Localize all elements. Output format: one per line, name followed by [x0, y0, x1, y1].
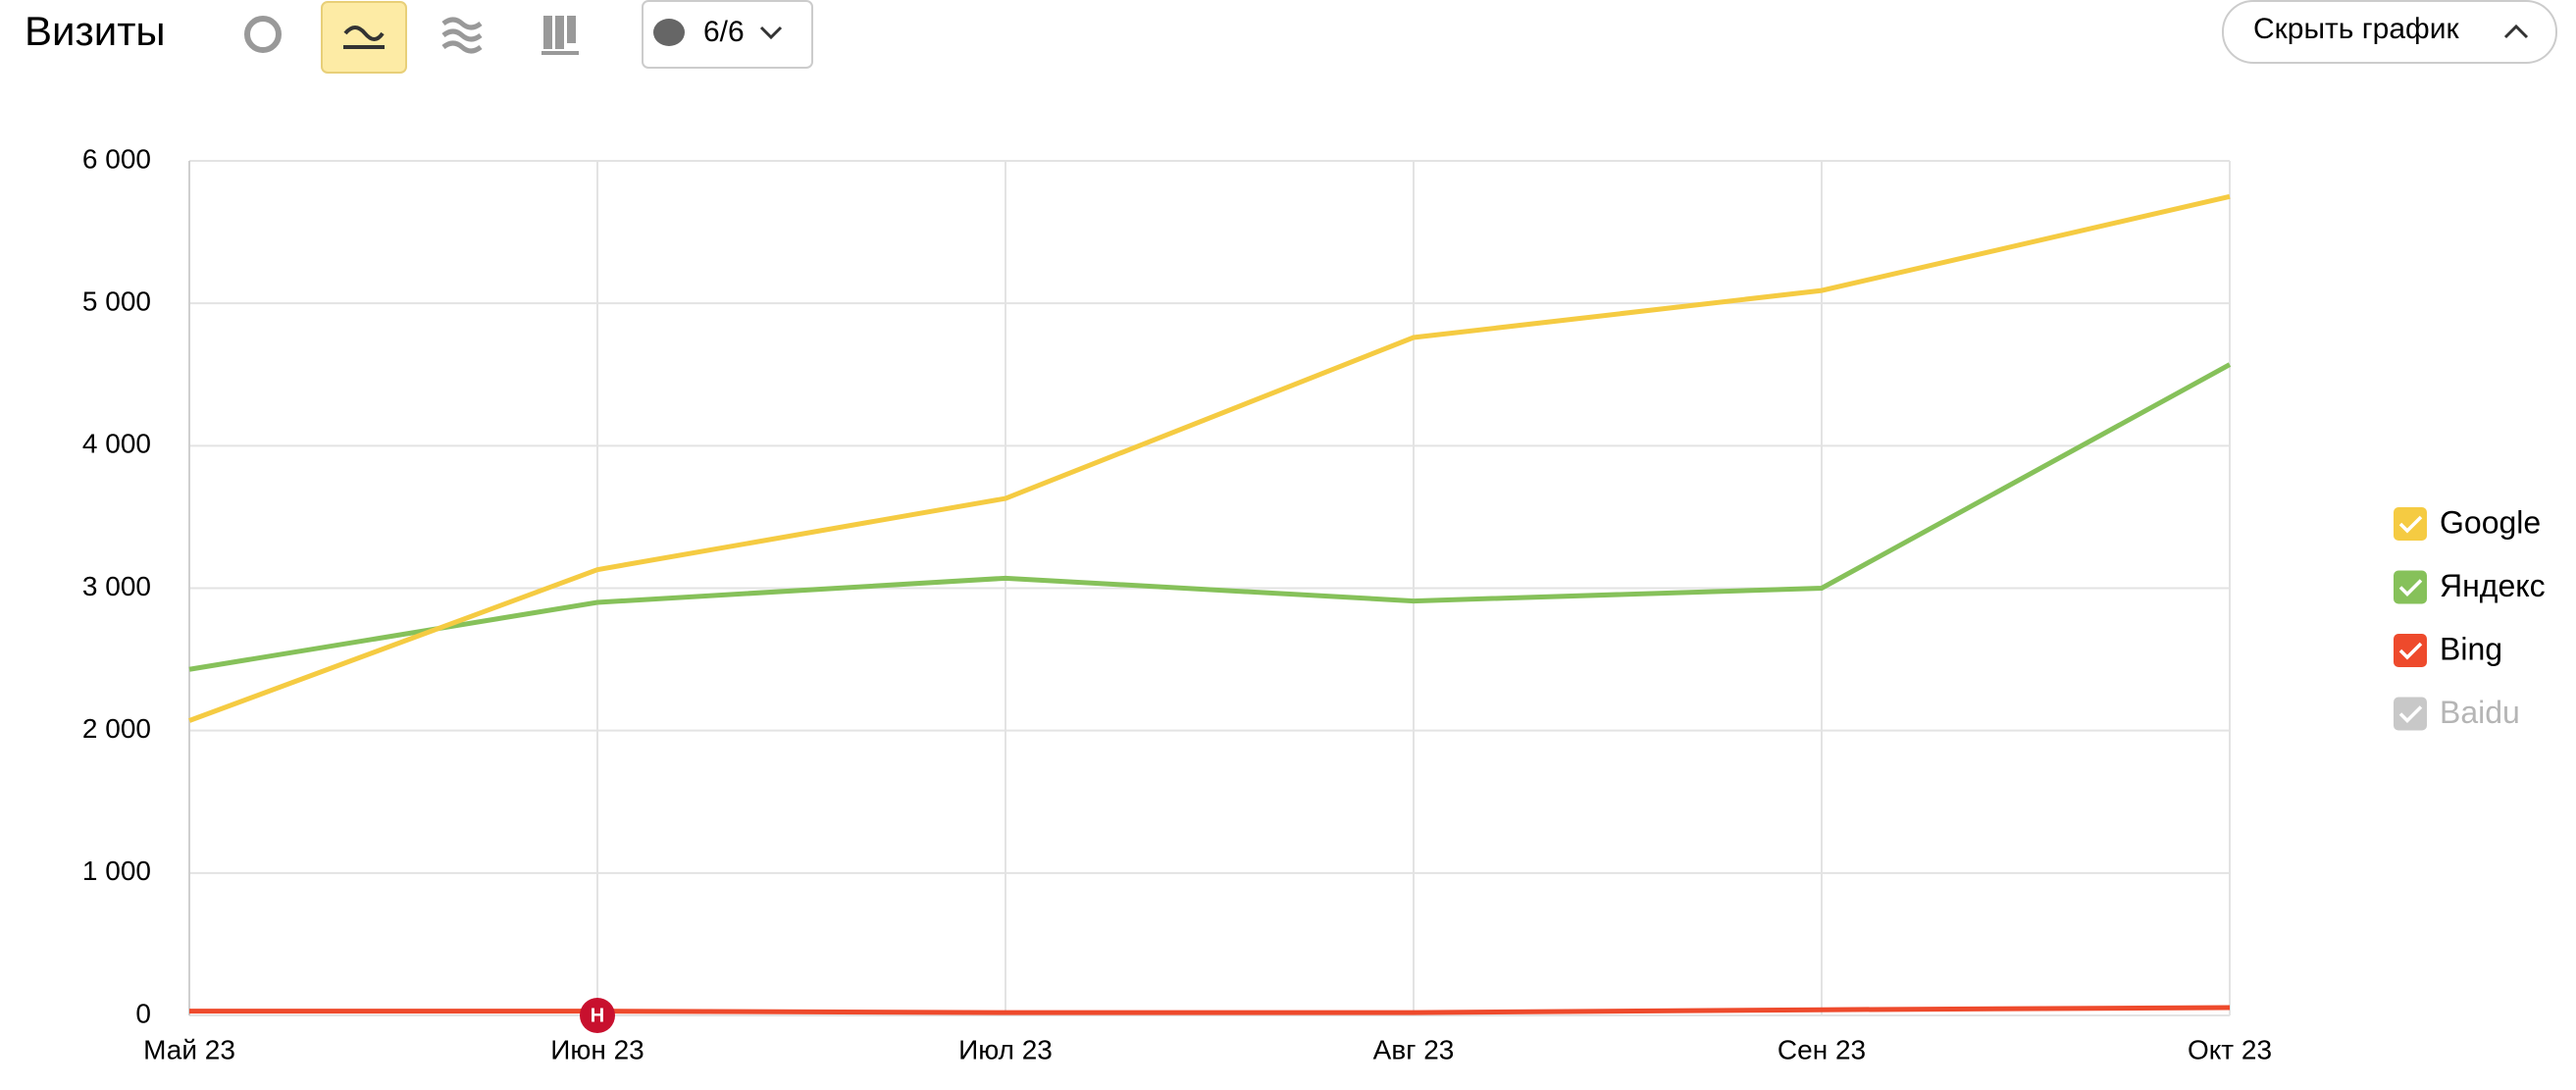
legend-check	[2398, 642, 2423, 660]
chart-type-line[interactable]	[321, 1, 407, 74]
y-tick-label: 0	[135, 998, 151, 1028]
chart-type-area[interactable]	[441, 17, 483, 54]
legend-item[interactable]: Bing	[2394, 631, 2502, 667]
legend-checkbox	[2394, 570, 2427, 604]
legend-item[interactable]: Baidu	[2394, 695, 2520, 731]
y-tick-label: 4 000	[82, 429, 151, 459]
x-tick-label: Май 23	[143, 1034, 235, 1064]
legend-check	[2398, 515, 2423, 534]
x-tick-label: Сен 23	[1777, 1034, 1866, 1064]
y-tick-label: 2 000	[82, 713, 151, 744]
legend-label: Яндекс	[2440, 568, 2546, 603]
legend-checkbox	[2394, 507, 2427, 541]
x-tick-label: Авг 23	[1373, 1034, 1455, 1064]
hide-chart-button[interactable]: Скрыть график	[2222, 0, 2557, 64]
legend-label: Google	[2440, 504, 2541, 540]
legend-checkbox	[2394, 697, 2427, 731]
annotation-marker	[580, 998, 615, 1033]
comments-button[interactable]: 6/6	[642, 0, 813, 69]
legend-check	[2398, 705, 2423, 723]
series-line	[188, 193, 2231, 723]
title: Визиты	[25, 8, 166, 54]
y-tick-label: 1 000	[82, 856, 151, 886]
legend-item[interactable]: Google	[2394, 504, 2541, 541]
y-tick-label: 6 000	[82, 143, 151, 174]
legend-item[interactable]: Яндекс	[2394, 568, 2546, 604]
hide-chart-label: Скрыть график	[2253, 13, 2459, 45]
series-line	[188, 362, 2232, 672]
series-line	[189, 1005, 2231, 1015]
comments-count: 6/6	[703, 16, 745, 48]
legend-check	[2398, 579, 2423, 597]
x-tick-label: Окт 23	[2188, 1034, 2272, 1064]
legend-label: Bing	[2440, 631, 2502, 666]
annotation-label: Н	[591, 1005, 604, 1026]
chart-type-bar[interactable]	[541, 16, 579, 55]
annotation[interactable]: Н	[580, 998, 615, 1033]
chart-type-pie[interactable]	[244, 16, 282, 53]
x-tick-label: Июл 23	[958, 1034, 1053, 1064]
legend-label: Baidu	[2440, 695, 2520, 730]
legend-checkbox	[2394, 634, 2427, 667]
x-tick-label: Июн 23	[550, 1034, 644, 1064]
y-tick-label: 3 000	[82, 571, 151, 601]
y-tick-label: 5 000	[82, 286, 151, 317]
